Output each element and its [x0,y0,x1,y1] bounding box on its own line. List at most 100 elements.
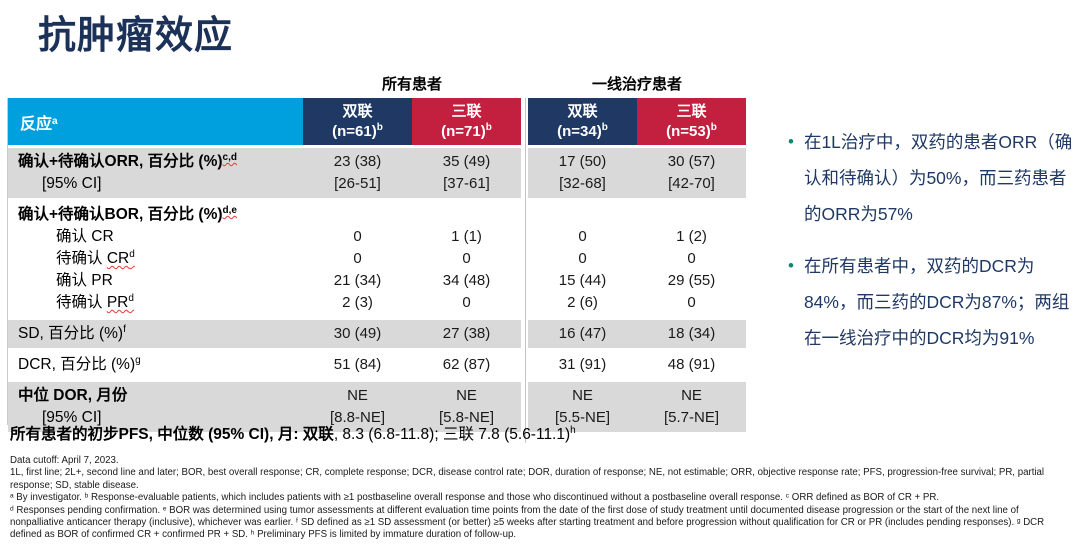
row-2-col-2: 16 (47) [528,320,637,348]
row-1-cell-0-line-1: 0 [353,228,362,245]
table-header-row: 反应 a 双联 (n=61)b 三联 (n=71)b 双联 (n=34)b 三联 (n=53)b [8,98,746,145]
row-0-cell-0-line-0: 23 (38) [333,153,382,170]
row-3-col-2: 31 (91) [528,351,637,379]
table-header-response-label: 反应 [20,115,53,133]
row-1-label-line-4: 待确认 PRd [56,292,134,311]
bullet-dcr-text: 在所有患者中，双药的DCR为84%，而三药的DCR为87%；两组在一线治疗中的D… [803,256,1070,348]
efficacy-table: 所有患者 一线治疗患者 反应 a 双联 (n=61)b 三联 (n=71)b 双联 (n=3… [7,68,746,443]
row-0-cell-0-line-1: [26-51] [334,175,381,192]
row-1-cell-1-line-4: 0 [462,294,471,311]
footnote-a-b-c: ᵃ By investigator. ᵇ Response-evaluable … [10,492,940,504]
row-1-cell-3-line-1: 1 (2) [676,228,707,245]
table-group-divider [525,98,526,443]
row-1-col-3: 1 (2) 0 29 (55) 0 [637,201,746,317]
row-4-cell-2-line-0: NE [572,387,593,404]
row-4-cell-0-line-0: NE [347,387,368,404]
row-label-1: 确认+待确认BOR, 百分比 (%)d,e 确认 CR 待确认 CRd 确认 PR 待确… [8,201,303,317]
footnote-abbreviations: 1L, first line; 2L+, second line and lat… [10,467,1045,491]
row-4-col-0: NE [8.8-NE] [303,382,412,432]
row-1-label-line-3: 确认 PR [56,272,113,289]
bullet-orr: • 在1L治疗中，双药的患者ORR（确认和待确认）为50%，而三药患者的ORR为… [788,124,1078,232]
row-4-cell-3-line-0: NE [681,387,702,404]
arm-n-sup: b [376,121,383,133]
table-header-response: 反应 a [8,98,303,145]
row-1-cell-0-line-3: 21 (34) [333,272,382,289]
row-1-cell-0-line-4: 2 (3) [342,294,373,311]
row-4-label-line-0: 中位 DOR, 月份 [18,387,128,404]
row-1-cell-2-line-1: 0 [578,228,587,245]
row-1-cell-0-line-0 [303,204,412,226]
row-2-col-3: 18 (34) [637,320,746,348]
row-0-cell-2-line-1: [32-68] [559,175,606,192]
row-0-cell-3-line-1: [42-70] [668,175,715,192]
bullet-dot-icon: • [788,132,794,151]
arm-n-sup: b [485,121,492,133]
arm-n-sup: b [601,121,608,133]
label-sup: f [123,323,126,335]
pfs-summary-values: , 8.3 (6.8-11.8); 三联 7.8 (5.6-11.1) [333,426,571,443]
footnotes: Data cutoff: April 7, 2023. 1L, first li… [10,455,1072,542]
table-group-headers: 所有患者 一线治疗患者 [8,68,746,98]
row-2-cell-2-line-0: 16 (47) [558,325,607,342]
row-1-cell-3-line-3: 29 (55) [667,272,716,289]
footnote-data-cutoff: Data cutoff: April 7, 2023. [10,455,119,466]
row-label-3: DCR, 百分比 (%)g [8,351,303,379]
row-3-cell-3-line-0: 48 (91) [667,356,716,373]
pfs-summary-sup: h [570,424,576,436]
footnote-d-to-h: ᵈ Responses pending confirmation. ᵉ BOR … [10,504,1045,541]
row-1-cell-0-line-2: 0 [353,250,362,267]
row-1-cell-2-line-4: 2 (6) [567,294,598,311]
row-1-cell-2-line-3: 15 (44) [558,272,607,289]
table-header-arm-1: 三联 (n=71)b [412,98,521,145]
table-row-3: DCR, 百分比 (%)g 51 (84) 62 (87) 31 (91) 48 (91… [8,351,746,379]
table-header-arm-3: 三联 (n=53)b [637,98,746,145]
row-1-cell-1-line-0 [412,204,521,226]
row-1-cell-3-line-0 [637,204,746,226]
row-3-col-1: 62 (87) [412,351,521,379]
row-label-0: 确认+待确认ORR, 百分比 (%)c,d [95% CI] [8,148,303,198]
row-4-col-2: NE [5.5-NE] [528,382,637,432]
row-4-col-1: NE [5.8-NE] [412,382,521,432]
row-0-cell-3-line-0: 30 (57) [667,153,716,170]
arm-name: 双联 [567,102,598,120]
row-0-cell-2-line-0: 17 (50) [558,153,607,170]
wavy-text: PRd [106,292,134,311]
table-row-2: SD, 百分比 (%)f 30 (49) 27 (38) 16 (47) 18 (34) [8,320,746,348]
row-1-col-2: 0 0 15 (44) 2 (6) [528,201,637,317]
row-4-cell-0-line-1: [8.8-NE] [329,409,386,426]
row-2-cell-3-line-0: 18 (34) [667,325,716,342]
row-2-label-line-0: SD, 百分比 (%)f [18,323,126,342]
row-0-col-2: 17 (50) [32-68] [528,148,637,198]
arm-n: (n=61)b [332,121,383,140]
row-0-label-line-1: [95% CI] [42,175,102,192]
row-0-label-line-0: 确认+待确认ORR, 百分比 (%)c,d [18,151,237,170]
row-1-col-1: 1 (1) 0 34 (48) 0 [412,201,521,317]
wavy-sup: d [129,248,135,260]
pfs-summary-line: 所有患者的初步PFS, 中位数 (95% CI), 月: 双联, 8.3 (6.… [10,422,576,444]
table-row-0: 确认+待确认ORR, 百分比 (%)c,d [95% CI] 23 (38) [26-… [8,148,746,198]
row-1-cell-2-line-0 [528,204,637,226]
row-4-label-line-1: [95% CI] [42,409,102,426]
wavy-sup: d [128,292,134,304]
row-3-col-0: 51 (84) [303,351,412,379]
row-1-cell-1-line-1: 1 (1) [451,228,482,245]
row-4-cell-3-line-1: [5.7-NE] [663,409,720,426]
label-sup: g [135,354,141,366]
bullet-dot-icon: • [788,256,794,275]
row-4-cell-1-line-0: NE [456,387,477,404]
row-1-cell-1-line-2: 0 [462,250,471,267]
row-0-col-0: 23 (38) [26-51] [303,148,412,198]
arm-n: (n=34)b [557,121,608,140]
bullet-dcr: • 在所有患者中，双药的DCR为84%，而三药的DCR为87%；两组在一线治疗中… [788,248,1078,356]
row-4-cell-2-line-1: [5.5-NE] [554,409,611,426]
row-3-cell-2-line-0: 31 (91) [558,356,607,373]
row-1-col-0: 0 0 21 (34) 2 (3) [303,201,412,317]
arm-n: (n=71)b [441,121,492,140]
row-3-col-3: 48 (91) [637,351,746,379]
table-header-arm-2: 双联 (n=34)b [528,98,637,145]
row-0-cell-1-line-1: [37-61] [443,175,490,192]
row-2-col-1: 27 (38) [412,320,521,348]
arm-name: 三联 [676,102,707,120]
slide-title: 抗肿瘤效应 [38,15,234,57]
